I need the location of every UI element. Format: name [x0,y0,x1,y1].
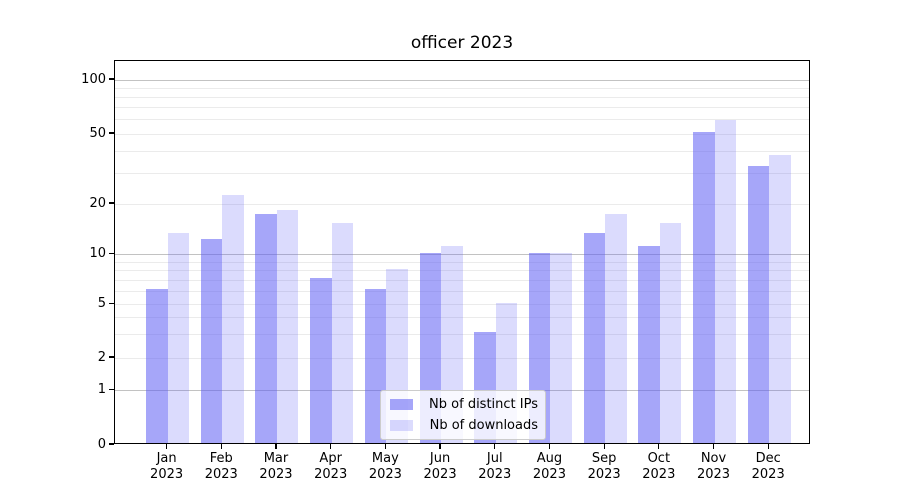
y-tick-label: 10 [89,246,106,261]
x-tick-label: Mar 2023 [259,451,293,482]
x-tick [494,444,496,449]
y-tick-label: 50 [89,125,106,141]
minor-gridline [115,96,809,98]
x-tick-label: Dec 2023 [751,451,785,482]
legend-entry-downloads: Nb of downloads [387,418,538,433]
x-tick-label: Sep 2023 [587,451,621,482]
y-tick [109,202,114,204]
bar-distinct-ips-jan [146,289,168,443]
legend-swatch-distinct-ips [390,399,413,410]
legend-label-downloads: Nb of downloads [429,418,538,433]
y-tick-label: 20 [89,195,106,211]
minor-gridline [115,150,809,152]
x-tick [712,444,715,449]
x-tick-label: Aug 2023 [532,451,566,482]
x-tick-label: Feb 2023 [204,451,238,482]
legend-entry-distinct-ips: Nb of distinct IPs [387,397,538,412]
y-tick [109,302,114,305]
x-tick-label: May 2023 [368,451,402,482]
minor-gridline [115,333,809,335]
minor-gridline [115,290,809,292]
legend-label-distinct-ips: Nb of distinct IPs [429,397,538,412]
x-tick [767,444,769,449]
bar-downloads-mar [276,209,299,443]
minor-gridline [115,317,809,319]
major-gridline [115,79,809,81]
x-tick [603,444,605,449]
minor-gridline [115,87,809,89]
x-tick [548,444,551,449]
x-tick-label: Jul 2023 [478,451,512,482]
y-tick [109,356,114,358]
y-tick [109,388,114,391]
x-tick-label: Jan 2023 [150,451,184,482]
minor-gridline [115,261,809,263]
x-tick [330,444,332,449]
x-tick [439,444,441,449]
major-gridline [115,254,809,255]
minor-gridline [115,119,809,121]
minor-gridline [115,172,809,174]
minor-gridline [115,203,809,205]
bar-distinct-ips-apr [310,278,332,443]
bar-downloads-nov [714,120,736,443]
x-tick-label: Oct 2023 [642,451,676,482]
x-tick [658,444,660,449]
bar-downloads-sep [605,213,627,443]
bar-downloads-dec [769,155,791,443]
minor-gridline [115,133,809,135]
x-tick [220,444,222,449]
y-tick-label: 5 [97,296,106,311]
x-tick [384,444,386,449]
x-tick-label: Apr 2023 [314,451,348,482]
bar-distinct-ips-sep [583,233,606,443]
x-tick [275,444,277,449]
minor-gridline [115,304,809,305]
bar-distinct-ips-nov [693,132,715,443]
y-tick-label: 0 [97,436,106,452]
minor-gridline [115,270,809,272]
bar-distinct-ips-dec [747,166,770,443]
x-tick [166,444,168,449]
x-tick-label: Nov 2023 [696,451,731,482]
minor-gridline [115,279,809,281]
minor-gridline [115,357,809,359]
y-tick-label: 2 [97,349,106,365]
y-tick [109,132,114,134]
bar-downloads-feb [222,194,244,443]
bar-downloads-oct [659,222,682,443]
y-tick-label: 100 [81,71,106,87]
y-tick-label: 1 [97,382,106,397]
y-tick [109,252,114,255]
y-tick [109,443,114,445]
bar-downloads-jan [167,233,190,443]
x-tick-label: Jun 2023 [423,451,457,482]
plot-area [114,60,810,444]
y-tick [109,78,114,80]
bar-downloads-apr [331,222,354,443]
bar-downloads-aug [550,252,572,443]
bar-distinct-ips-oct [638,245,660,443]
legend: Nb of distinct IPs Nb of downloads [380,390,546,440]
chart-title: officer 2023 [410,33,514,53]
minor-gridline [115,107,809,109]
bar-distinct-ips-feb [200,239,223,443]
bar-distinct-ips-mar [255,213,277,443]
legend-swatch-downloads [390,420,413,431]
